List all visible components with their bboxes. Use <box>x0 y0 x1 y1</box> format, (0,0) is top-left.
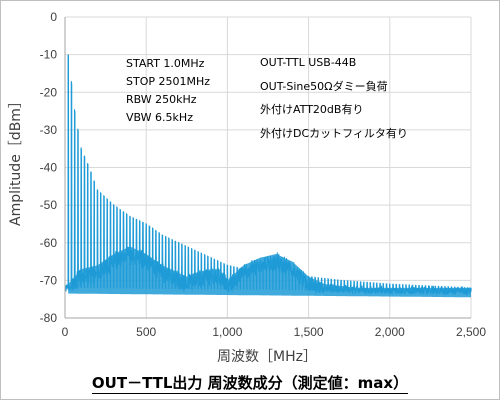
x-axis-label: 周波数［MHz］ <box>217 349 317 365</box>
vbw-text: VBW 6.5kHz <box>126 111 193 124</box>
y-tick-label: -10 <box>40 48 58 62</box>
start-frequency-text: START 1.0MHz <box>126 57 205 70</box>
figure-caption: OUT－TTL出力 周波数成分（測定値：max） <box>0 372 500 394</box>
rbw-text: RBW 250kHz <box>126 93 197 106</box>
x-tick-label: 2,500 <box>456 325 486 339</box>
y-tick-label: -60 <box>40 236 58 250</box>
y-tick-label: -30 <box>40 123 58 137</box>
y-tick-label: -40 <box>40 161 58 175</box>
attenuator-text: 外付けATT20dB有り <box>260 102 363 116</box>
condition-annotation: OUT-TTL USB-44B OUT-Sine50Ωダミー負荷 外付けATT2… <box>260 56 408 140</box>
y-axis-label: Amplitude［dBm］ <box>8 94 24 226</box>
y-tick-label: 0 <box>50 10 57 24</box>
load-text: OUT-Sine50Ωダミー負荷 <box>260 79 388 93</box>
tick-labels: 0 -10 -20 -30 -40 -50 -60 -70 -80 0 500 1,000 1,500 2… <box>40 10 487 339</box>
y-tick-label: -70 <box>40 273 58 287</box>
y-tick-label: -20 <box>40 85 58 99</box>
axes <box>64 17 471 319</box>
caption-text: OUT－TTL出力 周波数成分（測定値：max） <box>91 374 409 394</box>
x-tick-label: 500 <box>136 325 156 339</box>
spectrum-series <box>64 54 472 298</box>
device-text: OUT-TTL USB-44B <box>260 56 356 69</box>
spectrum-chart: 0 -10 -20 -30 -40 -50 -60 -70 -80 0 500 1,000 1,500 2… <box>8 10 487 365</box>
dc-filter-text: 外付けDCカットフィルタ有り <box>260 126 408 140</box>
y-tick-label: -80 <box>40 311 58 325</box>
x-tick-label: 1,500 <box>294 325 324 339</box>
stop-frequency-text: STOP 2501MHz <box>126 75 210 88</box>
settings-annotation: START 1.0MHz STOP 2501MHz RBW 250kHz VBW… <box>126 57 210 124</box>
y-tick-label: -50 <box>40 198 58 212</box>
x-tick-label: 0 <box>62 325 69 339</box>
x-tick-label: 1,000 <box>212 325 242 339</box>
x-tick-label: 2,000 <box>375 325 405 339</box>
